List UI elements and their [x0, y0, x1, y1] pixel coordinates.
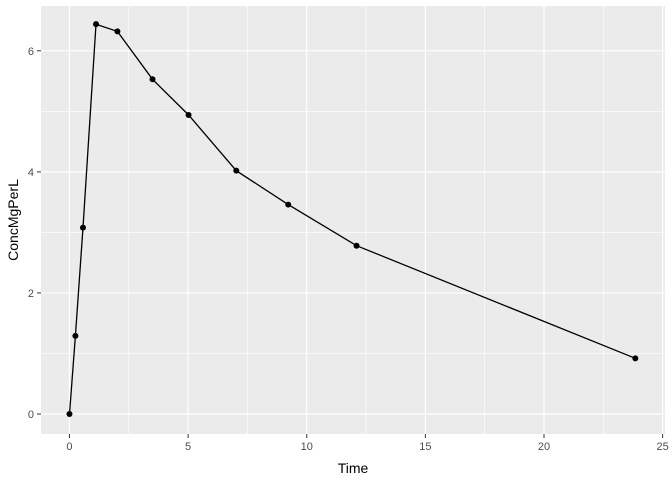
x-tick-label: 15 — [419, 441, 431, 453]
minor-gridlines — [41, 6, 665, 434]
data-point — [66, 411, 73, 418]
x-tick-label: 0 — [66, 441, 72, 453]
y-tick-label: 0 — [28, 409, 34, 421]
y-tick-label: 6 — [28, 46, 34, 58]
x-tick-label: 5 — [185, 441, 191, 453]
y-axis: 0 2 4 6 — [28, 46, 41, 421]
data-point — [114, 28, 121, 35]
plot-panel — [41, 6, 665, 434]
y-tick-label: 2 — [28, 288, 34, 300]
data-point — [233, 167, 240, 174]
series — [66, 21, 639, 418]
y-axis-title: ConcMgPerL — [5, 179, 21, 261]
data-point — [93, 21, 100, 28]
x-axis-title: Time — [338, 460, 369, 476]
data-point — [353, 242, 360, 249]
data-point — [185, 111, 192, 118]
data-point — [72, 332, 79, 339]
x-axis: 0 5 10 15 20 25 — [66, 434, 669, 453]
data-point — [632, 355, 639, 362]
data-point — [79, 224, 86, 231]
x-tick-label: 25 — [657, 441, 669, 453]
y-tick-label: 4 — [28, 167, 34, 179]
major-gridlines — [41, 6, 665, 434]
x-tick-label: 10 — [301, 441, 313, 453]
data-point — [285, 201, 292, 208]
x-tick-label: 20 — [538, 441, 550, 453]
data-point — [149, 76, 156, 83]
